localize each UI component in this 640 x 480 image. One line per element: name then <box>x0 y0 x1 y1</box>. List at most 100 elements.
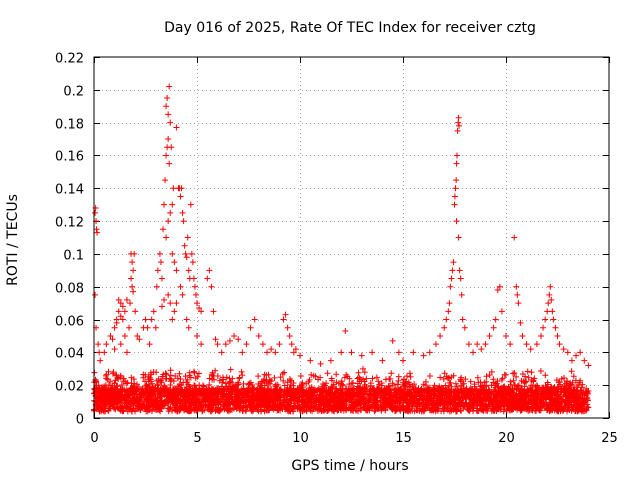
background-point <box>542 383 549 390</box>
data-point <box>95 341 102 348</box>
background-point <box>372 394 379 401</box>
background-point <box>227 401 234 408</box>
y-tick-label: 0.18 <box>55 118 84 133</box>
data-point <box>194 332 200 339</box>
background-point <box>578 402 585 409</box>
data-point <box>448 275 455 282</box>
data-point <box>338 349 345 356</box>
background-point <box>118 381 125 388</box>
background-point <box>332 390 339 397</box>
background-point <box>219 374 226 381</box>
background-point <box>562 393 569 400</box>
background-point <box>255 373 262 380</box>
data-point <box>527 346 534 353</box>
background-point <box>284 384 291 391</box>
background-point <box>430 400 437 407</box>
background-point <box>493 380 500 387</box>
background-point <box>458 401 465 408</box>
background-point <box>552 390 559 397</box>
background-point <box>312 404 319 411</box>
background-point <box>394 402 401 409</box>
background-point <box>360 399 367 406</box>
background-point <box>100 393 107 400</box>
background-point <box>103 375 110 382</box>
data-point <box>156 250 163 257</box>
data-point <box>185 324 192 331</box>
data-point <box>247 324 254 331</box>
data-point <box>581 357 588 364</box>
data-point <box>92 291 99 298</box>
data-point <box>92 209 99 216</box>
data-point <box>538 332 545 339</box>
background-point <box>265 402 272 409</box>
background-point <box>407 373 414 380</box>
data-point <box>358 352 365 359</box>
data-point <box>451 193 458 200</box>
background-point <box>274 386 281 393</box>
data-point <box>94 229 101 236</box>
background-point <box>112 377 119 384</box>
data-point <box>457 275 464 282</box>
data-point <box>400 357 406 364</box>
background-point <box>512 404 519 411</box>
data-point <box>533 341 540 348</box>
data-point <box>192 291 199 298</box>
data-point <box>288 341 295 348</box>
background-point <box>158 379 165 386</box>
background-point <box>409 383 416 390</box>
background-point <box>172 373 179 380</box>
background-point <box>378 380 385 387</box>
background-point <box>101 383 108 390</box>
background-point <box>570 373 577 380</box>
background-point <box>525 405 532 412</box>
background-point <box>302 397 309 404</box>
data-point <box>465 341 472 348</box>
data-point <box>178 185 185 192</box>
background-point <box>146 374 153 381</box>
data-point <box>276 341 283 348</box>
background-point <box>182 396 189 403</box>
background-point <box>228 379 235 386</box>
data-point <box>450 259 457 266</box>
background-point <box>357 407 364 414</box>
background-point <box>105 407 112 414</box>
background-point <box>100 408 107 415</box>
background-point <box>174 395 181 402</box>
plot-frame <box>93 56 610 419</box>
background-point <box>584 403 591 410</box>
background-point <box>308 371 315 378</box>
background-point <box>265 386 272 393</box>
data-point <box>222 341 229 348</box>
background-point <box>179 396 186 403</box>
background-point <box>286 375 293 382</box>
background-point <box>263 403 270 410</box>
background-point <box>483 382 490 389</box>
background-point <box>141 391 148 398</box>
background-point <box>501 383 508 390</box>
background-point <box>270 406 277 413</box>
background-point <box>473 407 480 414</box>
background-point <box>134 385 141 392</box>
background-point <box>539 388 546 395</box>
background-point <box>350 392 357 399</box>
background-point <box>281 369 288 376</box>
data-point <box>251 316 258 323</box>
background-point <box>124 379 131 386</box>
background-point <box>140 396 147 403</box>
data-point <box>556 341 563 348</box>
background-point <box>547 406 554 413</box>
background-point <box>166 386 173 393</box>
data-point <box>395 349 402 356</box>
background-point <box>399 403 406 410</box>
background-point <box>214 390 221 397</box>
x-axis-label: GPS time / hours <box>291 458 408 474</box>
background-point <box>431 382 438 389</box>
data-point <box>494 287 501 294</box>
y-tick-label: 0.02 <box>55 380 84 395</box>
background-point <box>436 385 443 392</box>
background-point <box>434 402 441 409</box>
background-point <box>206 375 213 382</box>
y-axis-label: ROTI / TECUs <box>5 194 21 286</box>
data-point <box>171 308 178 315</box>
background-point <box>388 370 395 377</box>
